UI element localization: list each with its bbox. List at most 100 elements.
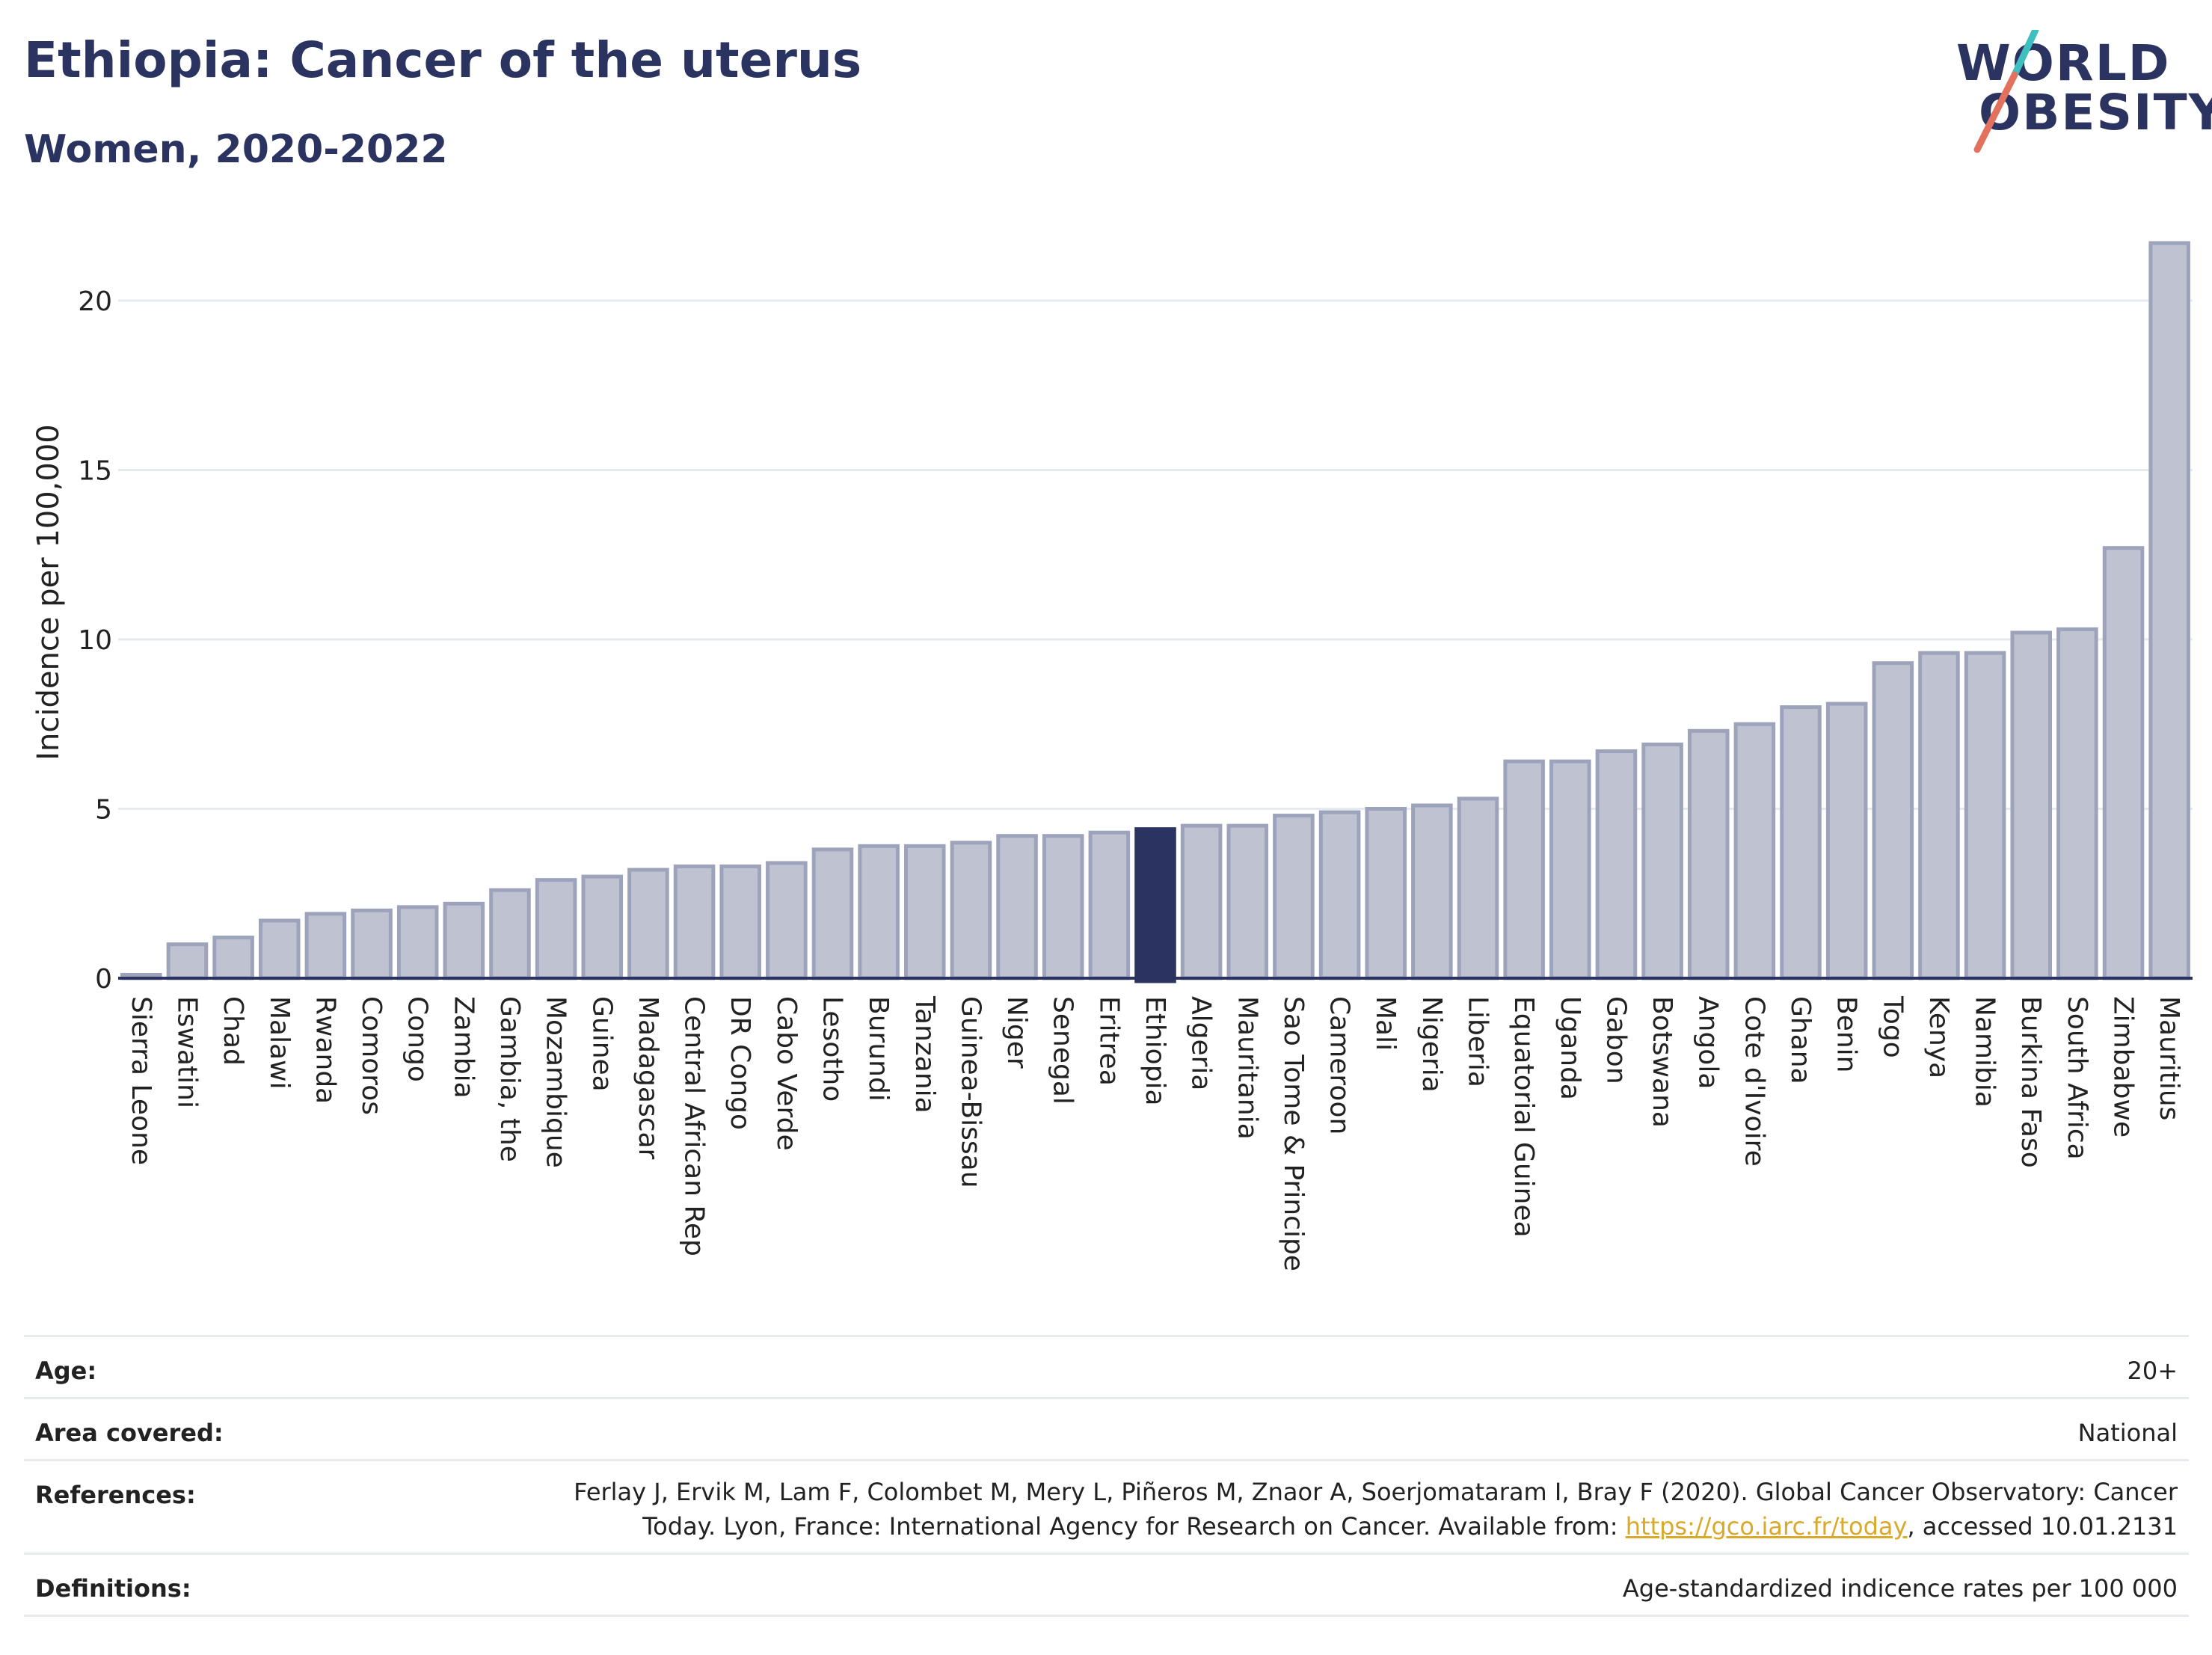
bar-zimbabwe (2102, 546, 2145, 980)
bar-mali (1365, 807, 1407, 980)
x-tick-label: Senegal (1048, 996, 1078, 1105)
x-tick-label: Ghana (1785, 996, 1816, 1084)
bar-mozambique (535, 878, 577, 980)
age-value: 20+ (2127, 1357, 2178, 1385)
info-row-area: Area covered: National (24, 1397, 2189, 1459)
bar-togo (1872, 661, 1914, 980)
bar-dr-congo (719, 865, 761, 980)
x-tick-label: Eswatini (171, 996, 202, 1108)
x-tick-label: South Africa (2062, 996, 2092, 1160)
bar-chart: Sierra Leone Eswatini Chad Malawi Rwanda Como… (31, 241, 2193, 1271)
x-tick-label: Uganda (1555, 996, 1585, 1100)
bar-guinea-bissau (950, 841, 992, 980)
bar-zambia (443, 901, 485, 980)
bar-sao-tome-principe (1273, 814, 1315, 980)
x-tick-label: Burundi (863, 996, 894, 1102)
definitions-value: Age-standardized indicence rates per 100… (1622, 1574, 2178, 1603)
x-tick-label: Sierra Leone (126, 996, 156, 1165)
bar-guinea (581, 874, 624, 980)
bar-comoros (351, 908, 393, 980)
info-table: Age: 20+ Area covered: National Referenc… (24, 1335, 2189, 1617)
y-axis-label: Incidence per 100,000 (31, 424, 66, 761)
y-tick-labels: 0 5 10 15 20 (78, 286, 112, 995)
bar-south-africa (2056, 627, 2098, 980)
x-tick-label: Botswana (1647, 996, 1677, 1128)
references-accessed: , accessed 10.01.2131 (1907, 1512, 2178, 1541)
x-tick-label: Zimbabwe (2108, 996, 2139, 1137)
x-tick-label: Kenya (1923, 996, 1954, 1078)
references-label: References: (35, 1481, 196, 1509)
bar-benin (1825, 701, 1868, 980)
bar-kenya (1918, 651, 1960, 980)
x-tick-label: Comoros (356, 996, 387, 1115)
x-tick-label: Mauritania (1232, 996, 1262, 1140)
x-tick-label: Cameroon (1324, 996, 1355, 1134)
bar-mauritius (2148, 241, 2190, 980)
info-row-definitions: Definitions: Age-standardized indicence … (24, 1553, 2189, 1617)
logo-slash-icon (1973, 30, 2039, 153)
bar-malawi (258, 918, 301, 980)
x-tick-label: Eritrea (1093, 996, 1124, 1086)
x-tick-label: Algeria (1186, 996, 1217, 1091)
x-tick-label: Namibia (1970, 996, 2000, 1108)
y-tick-label: 20 (78, 286, 112, 317)
references-value: Ferlay J, Ervik M, Lam F, Colombet M, Me… (532, 1475, 2178, 1544)
x-tick-labels: Sierra Leone Eswatini Chad Malawi Rwanda Como… (126, 995, 2184, 1271)
x-tick-label: Niger (1001, 996, 1032, 1069)
bar-equatorial-guinea (1503, 759, 1545, 980)
info-row-references: References: Ferlay J, Ervik M, Lam F, Co… (24, 1459, 2189, 1553)
bar-niger (996, 834, 1038, 980)
bar-gambia-the (489, 888, 531, 980)
x-tick-label: Cabo Verde (771, 996, 802, 1151)
x-tick-label: Angola (1693, 996, 1724, 1089)
definitions-label: Definitions: (35, 1574, 191, 1603)
x-tick-label: Lesotho (817, 996, 847, 1102)
bar-burundi (858, 844, 900, 980)
references-link[interactable]: https://gco.iarc.fr/today (1625, 1512, 1908, 1541)
x-tick-label: Mozambique (541, 996, 571, 1168)
x-tick-label: Burkina Faso (2015, 996, 2046, 1168)
info-row-age: Age: 20+ (24, 1335, 2189, 1397)
age-label: Age: (35, 1357, 97, 1385)
x-tick-label: Sao Tome & Principe (1278, 996, 1309, 1271)
x-tick-label: Benin (1831, 996, 1862, 1072)
x-tick-label: Chad (218, 996, 248, 1066)
x-tick-label: Cote d'Ivoire (1739, 996, 1769, 1167)
bar-rwanda (304, 912, 347, 980)
y-tick-label: 15 (78, 456, 112, 487)
bar-eswatini (166, 942, 209, 980)
bar-liberia (1457, 796, 1499, 980)
bar-algeria (1180, 823, 1223, 980)
chart-subtitle: Women, 2020-2022 (24, 127, 448, 172)
x-tick-label: Central African Rep (679, 996, 710, 1256)
x-tick-label: Madagascar (633, 996, 663, 1160)
logo-text-world: WORLD (1956, 34, 2171, 92)
x-tick-label: Mauritius (2154, 996, 2184, 1120)
y-tick-label: 5 (95, 795, 112, 826)
bar-central-african-rep (673, 865, 716, 980)
area-value: National (2077, 1419, 2178, 1447)
y-tick-label: 10 (78, 625, 112, 656)
bar-namibia (1964, 651, 2006, 980)
bar-lesotho (811, 847, 854, 980)
bars (120, 241, 2190, 983)
bar-gabon (1595, 749, 1638, 980)
bar-senegal (1042, 834, 1084, 980)
bar-cabo-verde (766, 861, 808, 980)
x-tick-label: Togo (1877, 995, 1908, 1058)
references-text: Ferlay J, Ervik M, Lam F, Colombet M, Me… (574, 1478, 2178, 1541)
world-obesity-logo: WORLD OBESITY (1952, 30, 2212, 161)
bar-cote-d-ivoire (1733, 722, 1776, 980)
bar-chad (212, 936, 254, 980)
x-tick-label: Liberia (1463, 996, 1493, 1087)
x-tick-label: Mali (1370, 996, 1401, 1051)
logo-text-obesity: OBESITY (1979, 84, 2212, 141)
bar-madagascar (627, 868, 669, 980)
bar-burkina-faso (2010, 630, 2053, 980)
bar-congo (396, 905, 439, 980)
x-tick-label: Malawi (264, 996, 295, 1090)
bar-nigeria (1411, 803, 1453, 980)
x-tick-label: Gabon (1600, 996, 1631, 1084)
bar-uganda (1549, 759, 1591, 980)
bar-ethiopia (1134, 827, 1176, 983)
